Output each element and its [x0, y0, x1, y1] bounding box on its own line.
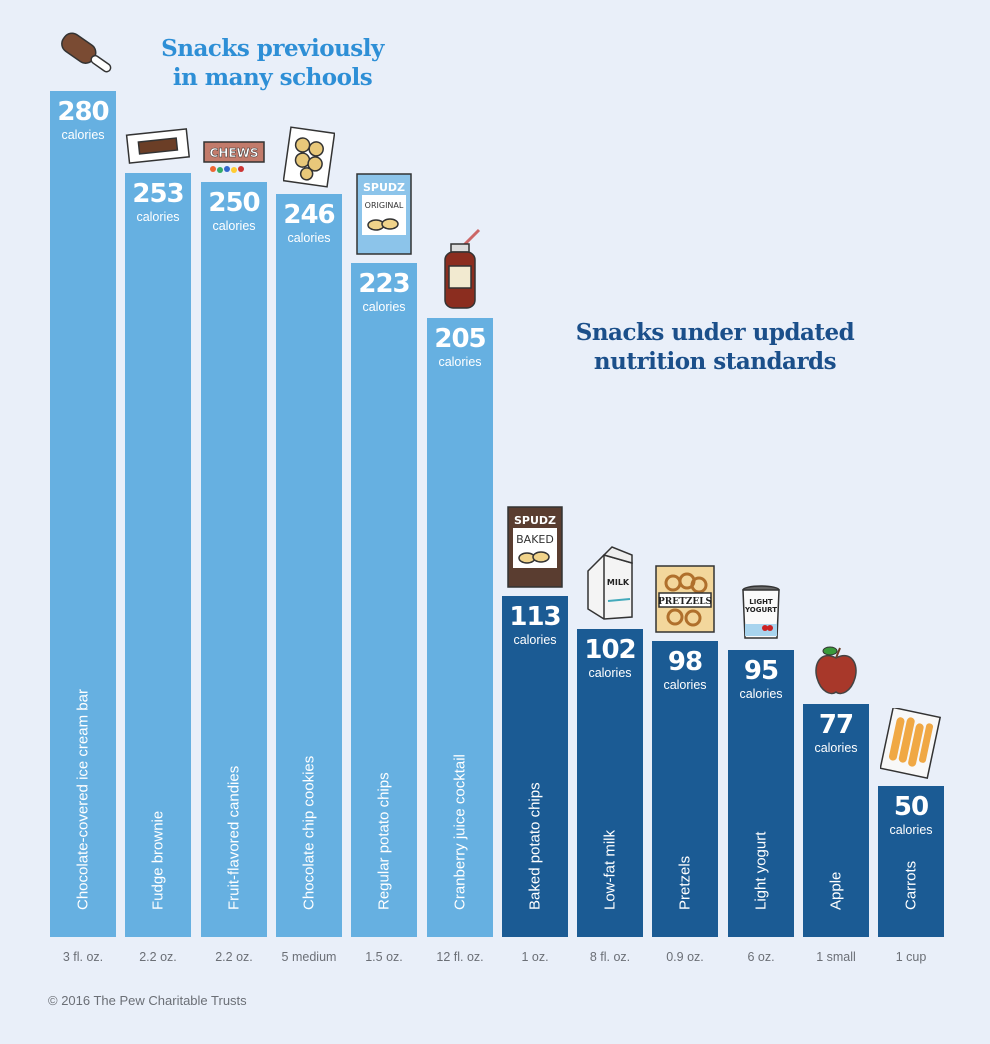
chews-candy-icon: CHEWS: [201, 136, 267, 181]
bar-unit-label: calories: [136, 210, 180, 224]
copyright-footer: © 2016 The Pew Charitable Trusts: [48, 993, 247, 1008]
bar-category-label: Carrots: [902, 860, 920, 910]
bar-8: 98 calories Pretzels: [652, 641, 718, 937]
bar-value-label: 253: [132, 179, 184, 209]
apple-icon: [811, 642, 861, 703]
bar-value-label: 280: [57, 97, 109, 127]
bar-category-label: Cranberry juice cocktail: [451, 754, 469, 910]
bar-category-label: Light yogurt: [752, 831, 770, 910]
bar-category-label: Fudge brownie: [149, 810, 167, 910]
serving-size-label: 5 medium: [281, 950, 337, 964]
brownie-icon: [125, 127, 191, 172]
title-updated-snacks: Snacks under updated nutrition standards: [560, 318, 870, 376]
bar-value-label: 205: [434, 324, 486, 354]
bar-category-label: Low-fat milk: [601, 829, 619, 910]
bar-10: 77 calories Apple: [803, 704, 869, 937]
bar-category-label: Chocolate chip cookies: [300, 755, 318, 910]
title-updated-line1: Snacks under updated: [575, 319, 855, 346]
serving-size-label: 1 oz.: [521, 950, 549, 964]
bar-5: 205 calories Cranberry juice cocktail: [427, 318, 493, 937]
cranberry-juice-bottle-icon: [435, 226, 485, 317]
bar-value-label: 95: [743, 656, 779, 686]
title-updated-line2: nutrition standards: [593, 348, 837, 375]
bar-category-label: Pretzels: [676, 855, 694, 910]
serving-size-label: 12 fl. oz.: [436, 950, 484, 964]
svg-text:MILK: MILK: [607, 578, 630, 587]
svg-text:LIGHT: LIGHT: [749, 598, 773, 606]
bar-unit-label: calories: [212, 219, 256, 233]
bar-unit-label: calories: [438, 355, 482, 369]
bar-category-label: Regular potato chips: [375, 772, 393, 910]
bar-unit-label: calories: [889, 823, 933, 837]
serving-size-label: 1 small: [816, 950, 856, 964]
ice-cream-bar-icon: [50, 25, 120, 90]
milk-carton-icon: MILK: [582, 545, 638, 628]
svg-text:PRETZELS: PRETZELS: [658, 597, 712, 607]
serving-size-label: 8 fl. oz.: [589, 950, 631, 964]
cookies-bag-icon: [282, 126, 336, 193]
svg-text:YOGURT: YOGURT: [744, 606, 777, 614]
serving-size-label: 2.2 oz.: [215, 950, 253, 964]
bar-unit-label: calories: [814, 741, 858, 755]
bar-9: 95 calories Light yogurt: [728, 650, 794, 937]
bar-2: 250 calories Fruit-flavored candies: [201, 182, 267, 937]
pretzels-bag-icon: PRETZELS: [653, 563, 717, 640]
bar-1: 253 calories Fudge brownie: [125, 173, 191, 937]
bar-value-label: 102: [584, 635, 636, 665]
bar-unit-label: calories: [513, 633, 557, 647]
bar-category-label: Fruit-flavored candies: [225, 765, 243, 910]
bar-value-label: 113: [509, 602, 561, 632]
bar-value-label: 98: [667, 647, 703, 677]
bar-category-label: Baked potato chips: [526, 782, 544, 910]
svg-text:SPUDZ: SPUDZ: [363, 181, 405, 194]
bar-value-label: 250: [208, 188, 260, 218]
bar-unit-label: calories: [663, 678, 707, 692]
carrots-bag-icon: [879, 706, 942, 785]
bar-value-label: 223: [358, 269, 410, 299]
bar-value-label: 77: [818, 710, 854, 740]
bar-4: 223 calories Regular potato chips: [351, 263, 417, 937]
svg-text:ORIGINAL: ORIGINAL: [365, 201, 404, 210]
serving-size-label: 3 fl. oz.: [62, 950, 104, 964]
bar-unit-label: calories: [588, 666, 632, 680]
bar-3: 246 calories Chocolate chip cookies: [276, 194, 342, 937]
svg-text:CHEWS: CHEWS: [210, 146, 259, 160]
bar-value-label: 50: [893, 792, 929, 822]
bar-unit-label: calories: [362, 300, 406, 314]
bar-11: 50 calories Carrots: [878, 786, 944, 937]
svg-text:SPUDZ: SPUDZ: [514, 514, 556, 527]
light-yogurt-icon: LIGHT YOGURT: [739, 584, 783, 649]
serving-size-label: 1 cup: [895, 950, 927, 964]
serving-size-label: 2.2 oz.: [139, 950, 177, 964]
spudz-original-chips-icon: SPUDZ ORIGINAL: [354, 171, 414, 262]
bar-7: 102 calories Low-fat milk: [577, 629, 643, 937]
serving-size-label: 1.5 oz.: [365, 950, 403, 964]
bar-category-label: Chocolate-covered ice cream bar: [74, 689, 92, 910]
title-previous-line2: in many schools: [172, 64, 373, 91]
bar-unit-label: calories: [61, 128, 105, 142]
serving-size-label: 0.9 oz.: [666, 950, 704, 964]
bar-6: 113 calories Baked potato chips: [502, 596, 568, 937]
bar-category-label: Apple: [827, 871, 845, 910]
spudz-baked-chips-icon: SPUDZ BAKED: [505, 504, 565, 595]
bar-value-label: 246: [283, 200, 335, 230]
svg-text:BAKED: BAKED: [516, 533, 554, 546]
serving-size-label: 6 oz.: [747, 950, 775, 964]
bar-unit-label: calories: [287, 231, 331, 245]
bar-0: 280 calories Chocolate-covered ice cream b…: [50, 91, 116, 937]
title-previous-snacks: Snacks previously in many schools: [150, 34, 395, 92]
bar-unit-label: calories: [739, 687, 783, 701]
title-previous-line1: Snacks previously: [161, 35, 384, 62]
